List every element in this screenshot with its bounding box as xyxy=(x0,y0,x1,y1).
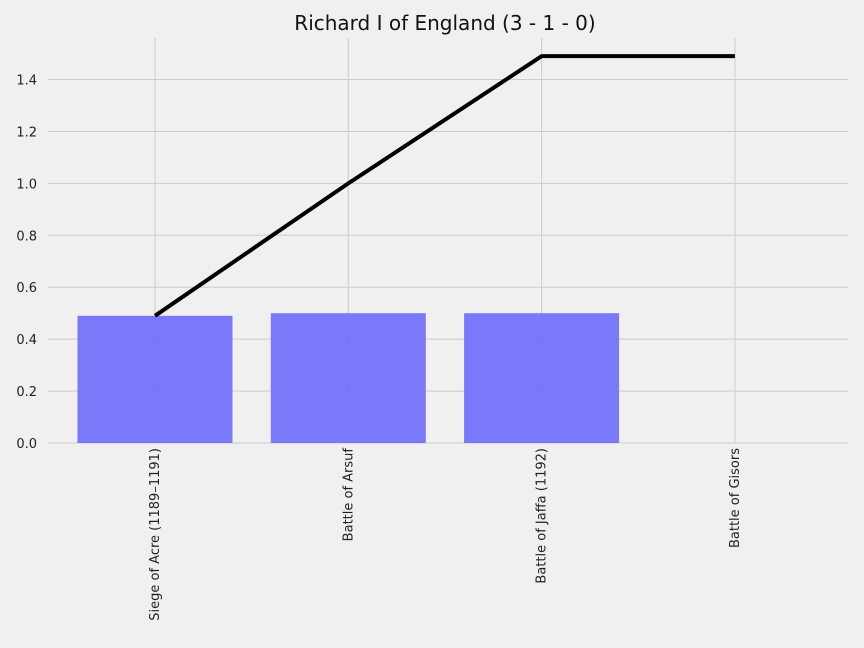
y-tick-label: 0.8 xyxy=(16,229,37,244)
chart-title: Richard I of England (3 - 1 - 0) xyxy=(294,11,595,35)
cumulative-line xyxy=(153,54,735,318)
x-tick-label: Battle of Jaffa (1192) xyxy=(535,448,550,584)
series-line xyxy=(153,54,735,318)
x-tick-label: Battle of Gisors xyxy=(728,448,743,548)
x-tick-labels: Siege of Acre (1189–1191) Battle of Arsuf… xyxy=(148,448,743,621)
y-tick-label: 0.0 xyxy=(16,437,37,452)
y-tick-label: 1.0 xyxy=(16,177,37,192)
y-tick-label: 1.2 xyxy=(16,125,37,140)
y-tick-label: 1.4 xyxy=(16,74,37,89)
y-tick-labels: 0.0 0.2 0.4 0.6 0.8 1.0 1.2 1.4 xyxy=(16,74,37,452)
bars xyxy=(77,313,620,443)
bar xyxy=(270,313,426,443)
x-tick-label: Battle of Arsuf xyxy=(341,448,356,542)
bar xyxy=(464,313,620,443)
y-tick-label: 0.4 xyxy=(16,333,37,348)
bar xyxy=(77,315,233,443)
x-tick-label: Siege of Acre (1189–1191) xyxy=(148,448,163,621)
y-tick-label: 0.6 xyxy=(16,281,37,296)
y-tick-label: 0.2 xyxy=(16,385,37,400)
